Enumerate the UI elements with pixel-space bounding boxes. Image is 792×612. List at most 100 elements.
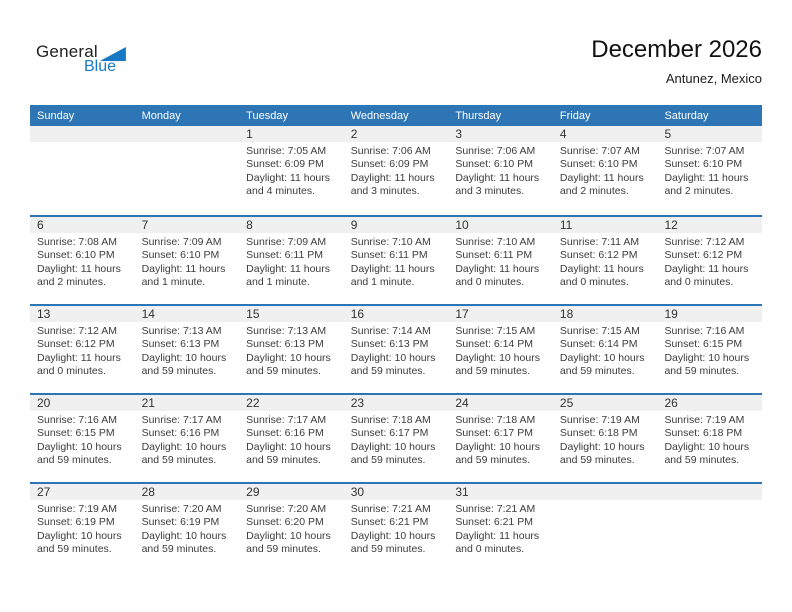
day-details: Sunrise: 7:15 AM Sunset: 6:14 PM Daylight:… [553, 322, 658, 379]
week-row: 6 7 8 9 10 11 12 Sunrise: 7:08 AM Sunset: 6:10 P… [30, 215, 762, 304]
day-number-band: 13 14 15 16 17 18 19 [30, 306, 762, 322]
day-details: Sunrise: 7:14 AM Sunset: 6:13 PM Daylight:… [344, 322, 449, 379]
daylight-line: Daylight: 10 hours [246, 529, 331, 542]
daylight-line-2: and 4 minutes. [246, 185, 316, 198]
daylight-line-2: and 59 minutes. [350, 365, 426, 378]
day-details: Sunrise: 7:13 AM Sunset: 6:13 PM Daylight:… [135, 322, 240, 379]
daylight-line-2: and 3 minutes. [350, 185, 420, 198]
sunset-line: Sunset: 6:12 PM [664, 249, 743, 262]
daylight-line: Daylight: 10 hours [664, 351, 750, 364]
empty-day-details [135, 142, 240, 199]
sunrise-line: Sunrise: 7:13 AM [141, 325, 222, 337]
day-details: Sunrise: 7:18 AM Sunset: 6:17 PM Daylight:… [344, 411, 449, 468]
sunrise-line: Sunrise: 7:18 AM [350, 414, 431, 426]
day-details: Sunrise: 7:20 AM Sunset: 6:20 PM Daylight:… [239, 500, 344, 557]
sunset-line: Sunset: 6:09 PM [246, 158, 324, 171]
sunset-line: Sunset: 6:18 PM [559, 427, 638, 440]
daylight-line: Daylight: 11 hours [350, 262, 435, 275]
sunset-line: Sunset: 6:12 PM [37, 338, 115, 351]
day-number: 14 [141, 307, 155, 321]
day-number: 7 [141, 218, 149, 232]
sunset-line: Sunset: 6:20 PM [246, 516, 324, 529]
daylight-line: Daylight: 10 hours [246, 351, 331, 364]
day-details: Sunrise: 7:18 AM Sunset: 6:17 PM Daylight:… [448, 411, 553, 468]
daylight-line-2: and 0 minutes. [37, 365, 106, 378]
day-details: Sunrise: 7:07 AM Sunset: 6:10 PM Daylight:… [657, 142, 762, 199]
sunrise-line: Sunrise: 7:05 AM [246, 145, 327, 157]
day-number: 19 [664, 307, 678, 321]
day-details: Sunrise: 7:11 AM Sunset: 6:12 PM Daylight:… [553, 233, 658, 290]
daylight-line: Daylight: 11 hours [559, 171, 644, 184]
daylight-line: Daylight: 11 hours [246, 262, 331, 275]
day-details: Sunrise: 7:06 AM Sunset: 6:09 PM Daylight:… [344, 142, 449, 199]
sunrise-line: Sunrise: 7:06 AM [350, 145, 431, 157]
daylight-line: Daylight: 10 hours [350, 529, 436, 542]
daylight-line-2: and 0 minutes. [664, 276, 734, 289]
day-details: Sunrise: 7:20 AM Sunset: 6:19 PM Daylight:… [135, 500, 240, 557]
sunset-line: Sunset: 6:21 PM [350, 516, 429, 529]
sunrise-line: Sunrise: 7:13 AM [246, 325, 327, 337]
daylight-line: Daylight: 11 hours [455, 171, 540, 184]
day-number: 12 [664, 218, 678, 232]
empty-day-details [30, 142, 135, 199]
day-number: 26 [664, 396, 678, 410]
day-number: 20 [37, 396, 51, 410]
day-details: Sunrise: 7:10 AM Sunset: 6:11 PM Daylight:… [344, 233, 449, 290]
sunrise-line: Sunrise: 7:12 AM [664, 236, 745, 248]
daylight-line: Daylight: 10 hours [664, 440, 750, 453]
daylight-line-2: and 2 minutes. [664, 185, 734, 198]
sunset-line: Sunset: 6:11 PM [455, 249, 533, 262]
daylight-line: Daylight: 10 hours [350, 351, 436, 364]
weekday-header-thursday: Thursday [455, 109, 502, 122]
day-details: Sunrise: 7:15 AM Sunset: 6:14 PM Daylight:… [448, 322, 553, 379]
sunset-line: Sunset: 6:16 PM [141, 427, 220, 440]
day-number: 4 [559, 127, 567, 141]
daylight-line: Daylight: 11 hours [455, 529, 540, 542]
sunset-line: Sunset: 6:09 PM [350, 158, 429, 171]
daylight-line-2: and 2 minutes. [559, 185, 629, 198]
day-number: 28 [141, 485, 155, 499]
daylight-line: Daylight: 10 hours [455, 440, 540, 453]
day-number: 30 [350, 485, 365, 499]
sunrise-line: Sunrise: 7:18 AM [455, 414, 536, 426]
day-number-band: 6 7 8 9 10 11 12 [30, 217, 762, 233]
sunset-line: Sunset: 6:13 PM [141, 338, 220, 351]
day-number: 13 [37, 307, 51, 321]
sunrise-line: Sunrise: 7:21 AM [455, 503, 536, 515]
sunset-line: Sunset: 6:10 PM [559, 158, 638, 171]
empty-day-details [553, 500, 658, 557]
daylight-line-2: and 59 minutes. [37, 543, 112, 556]
day-number: 21 [141, 396, 155, 410]
sunset-line: Sunset: 6:19 PM [141, 516, 220, 529]
day-details: Sunrise: 7:17 AM Sunset: 6:16 PM Daylight:… [239, 411, 344, 468]
sunrise-line: Sunrise: 7:15 AM [559, 325, 640, 337]
sunrise-line: Sunrise: 7:08 AM [37, 236, 117, 248]
daylight-line-2: and 59 minutes. [37, 454, 112, 467]
daylight-line: Daylight: 11 hours [141, 262, 226, 275]
daylight-line-2: and 59 minutes. [664, 365, 740, 378]
daylight-line: Daylight: 10 hours [559, 440, 645, 453]
day-details: Sunrise: 7:21 AM Sunset: 6:21 PM Daylight:… [344, 500, 449, 557]
daylight-line-2: and 59 minutes. [246, 454, 321, 467]
sunrise-line: Sunrise: 7:17 AM [141, 414, 222, 426]
daylight-line-2: and 59 minutes. [350, 454, 426, 467]
sunset-line: Sunset: 6:16 PM [246, 427, 324, 440]
daylight-line-2: and 59 minutes. [141, 454, 217, 467]
daylight-line: Daylight: 10 hours [37, 440, 122, 453]
day-details: Sunrise: 7:07 AM Sunset: 6:10 PM Daylight:… [553, 142, 658, 199]
day-details: Sunrise: 7:21 AM Sunset: 6:21 PM Daylight:… [448, 500, 553, 557]
sunset-line: Sunset: 6:17 PM [455, 427, 533, 440]
sunset-line: Sunset: 6:10 PM [664, 158, 743, 171]
day-number: 17 [455, 307, 469, 321]
daylight-line: Daylight: 11 hours [246, 171, 331, 184]
empty-day-details [657, 500, 762, 557]
daylight-line-2: and 2 minutes. [37, 276, 106, 289]
daylight-line-2: and 59 minutes. [559, 365, 635, 378]
daylight-line-2: and 59 minutes. [246, 365, 321, 378]
page-title: December 2026 [591, 36, 762, 63]
sunset-line: Sunset: 6:21 PM [455, 516, 533, 529]
sunrise-line: Sunrise: 7:17 AM [246, 414, 327, 426]
sunset-line: Sunset: 6:19 PM [37, 516, 115, 529]
sunrise-line: Sunrise: 7:09 AM [246, 236, 327, 248]
daylight-line: Daylight: 10 hours [141, 351, 227, 364]
